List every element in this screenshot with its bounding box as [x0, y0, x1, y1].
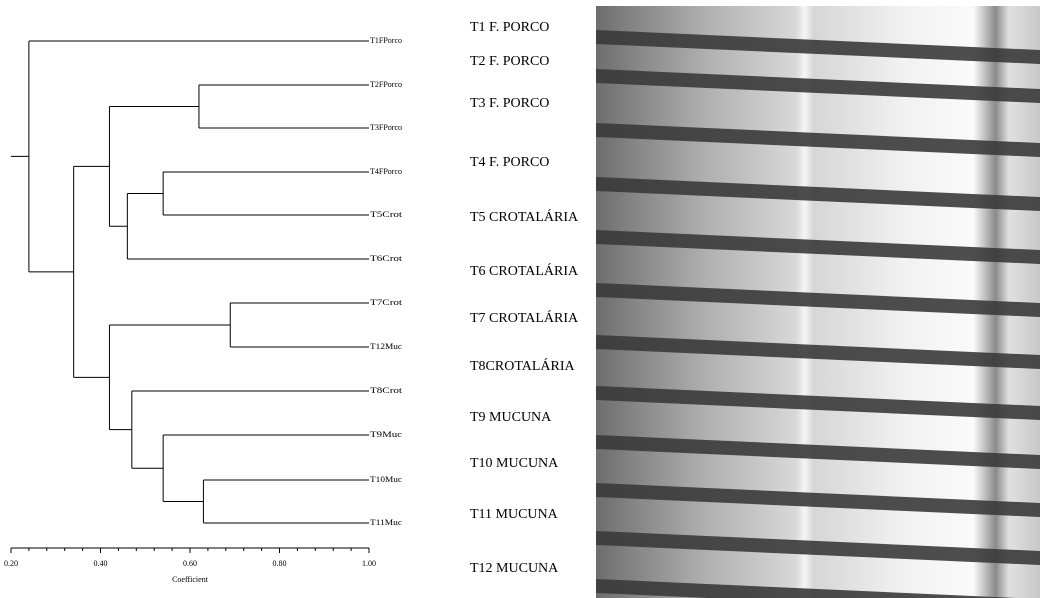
leaf-label: T9Muc: [370, 430, 403, 439]
x-tick-label: 1.00: [362, 559, 376, 568]
x-tick-label: 0.20: [4, 559, 18, 568]
x-tick-label: 0.80: [273, 559, 287, 568]
leaf-label: T11Muc: [370, 518, 403, 527]
dendrogram: T1FPorco T2FPorco T3FPorco T4FPorco T5Crot T6…: [4, 36, 403, 584]
x-axis-label: Coefficient: [172, 575, 209, 584]
lane-label: T2 F. PORCO: [470, 54, 549, 69]
lane-label: T1 F. PORCO: [470, 20, 549, 35]
leaf-label: T3FPorco: [370, 123, 402, 132]
leaf-label: T10Muc: [370, 475, 403, 484]
x-tick-label: 0.60: [183, 559, 197, 568]
x-tick-label: 0.40: [94, 559, 108, 568]
lane-label: T11 MUCUNA: [470, 507, 559, 522]
leaf-label: T5Crot: [370, 210, 403, 219]
leaf-label: T4FPorco: [370, 167, 402, 176]
lane-label: T5 CROTALÁRIA: [470, 208, 579, 225]
leaf-label: T1FPorco: [370, 36, 402, 45]
figure: T1FPorco T2FPorco T3FPorco T4FPorco T5Crot T6…: [0, 0, 1040, 598]
lane-label: T8CROTALÁRIA: [470, 357, 576, 374]
lane-label: T10 MUCUNA: [470, 456, 559, 471]
leaf-label: T7Crot: [370, 298, 403, 307]
lane-label: T7 CROTALÁRIA: [470, 309, 579, 326]
leaf-label: T8Crot: [370, 386, 403, 395]
leaf-label: T12Muc: [370, 342, 403, 351]
lane-label: T6 CROTALÁRIA: [470, 262, 579, 279]
lane-label: T12 MUCUNA: [470, 561, 559, 576]
leaf-label: T6Crot: [370, 254, 403, 263]
lane-label: T4 F. PORCO: [470, 155, 549, 170]
lane-label: T9 MUCUNA: [470, 410, 552, 425]
leaf-label: T2FPorco: [370, 80, 402, 89]
lane-label: T3 F. PORCO: [470, 96, 549, 111]
